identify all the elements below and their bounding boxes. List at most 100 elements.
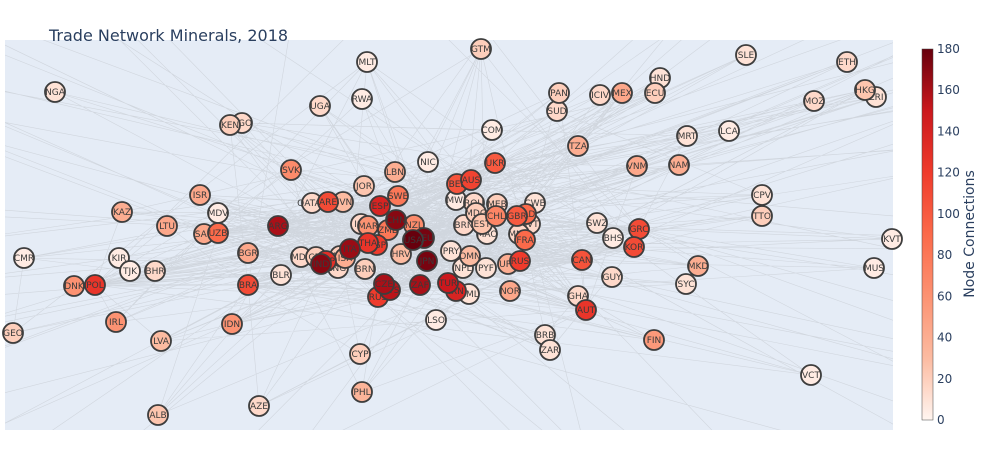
- node-marker[interactable]: [539, 339, 561, 361]
- node-kvt[interactable]: KVT: [881, 228, 903, 250]
- node-cze[interactable]: CZE: [373, 273, 395, 295]
- node-mdv[interactable]: MDV: [207, 202, 230, 224]
- node-gbr[interactable]: GBR: [506, 205, 528, 227]
- node-marker[interactable]: [402, 229, 424, 251]
- node-blr[interactable]: BLR: [270, 264, 292, 286]
- node-zar[interactable]: ZAR: [539, 339, 561, 361]
- node-marker[interactable]: [237, 274, 259, 296]
- node-tto[interactable]: TTO: [751, 205, 773, 227]
- node-marker[interactable]: [369, 195, 391, 217]
- node-mus[interactable]: MUS: [863, 257, 885, 279]
- node-marker[interactable]: [668, 154, 690, 176]
- node-cpv[interactable]: CPV: [751, 184, 773, 206]
- node-jpn[interactable]: JPN: [416, 250, 438, 272]
- node-uga[interactable]: UGA: [309, 95, 331, 117]
- node-gtm[interactable]: GTM: [470, 38, 492, 60]
- node-nga[interactable]: NGA: [44, 81, 66, 103]
- node-marker[interactable]: [416, 250, 438, 272]
- node-marker[interactable]: [601, 266, 623, 288]
- node-dnk[interactable]: DNK: [63, 275, 85, 297]
- node-marker[interactable]: [586, 212, 608, 234]
- node-marker[interactable]: [147, 404, 169, 426]
- node-ltu[interactable]: LTU: [156, 215, 178, 237]
- node-bhs[interactable]: BHS: [602, 227, 624, 249]
- node-marker[interactable]: [385, 209, 407, 231]
- node-marker[interactable]: [514, 229, 536, 251]
- node-marker[interactable]: [718, 120, 740, 142]
- node-marker[interactable]: [409, 274, 431, 296]
- node-marker[interactable]: [390, 243, 412, 265]
- node-vct[interactable]: VCT: [800, 364, 822, 386]
- node-chl[interactable]: CHL: [485, 205, 507, 227]
- node-lso[interactable]: LSO: [425, 309, 447, 331]
- node-swe[interactable]: SWE: [387, 185, 409, 207]
- node-marker[interactable]: [280, 159, 302, 181]
- node-chn[interactable]: CHN: [385, 209, 407, 231]
- node-marker[interactable]: [499, 280, 521, 302]
- node-bra[interactable]: BRA: [237, 274, 259, 296]
- node-rwa[interactable]: RWA: [351, 88, 373, 110]
- node-marker[interactable]: [384, 161, 406, 183]
- node-cyp[interactable]: CYP: [349, 343, 371, 365]
- node-marker[interactable]: [675, 273, 697, 295]
- node-tjk[interactable]: TJK: [119, 260, 141, 282]
- node-marker[interactable]: [144, 260, 166, 282]
- node-marker[interactable]: [881, 228, 903, 250]
- node-zaf[interactable]: ZAF: [409, 274, 431, 296]
- node-marker[interactable]: [339, 238, 361, 260]
- node-marker[interactable]: [44, 81, 66, 103]
- node-marker[interactable]: [626, 155, 648, 177]
- node-marker[interactable]: [237, 242, 259, 264]
- node-marker[interactable]: [13, 247, 35, 269]
- node-marker[interactable]: [270, 264, 292, 286]
- node-kaz[interactable]: KAZ: [111, 201, 133, 223]
- node-marker[interactable]: [751, 205, 773, 227]
- node-marker[interactable]: [800, 364, 822, 386]
- node-marker[interactable]: [156, 215, 178, 237]
- node-arg[interactable]: ARG: [267, 215, 289, 237]
- node-idn[interactable]: IDN: [221, 313, 243, 335]
- node-cmr[interactable]: CMR: [13, 247, 35, 269]
- node-marker[interactable]: [189, 184, 211, 206]
- node-uzb[interactable]: UZB: [207, 222, 229, 244]
- node-bhr[interactable]: BHR: [144, 260, 166, 282]
- node-usa[interactable]: USA: [402, 229, 424, 251]
- node-marker[interactable]: [470, 38, 492, 60]
- node-mlt[interactable]: MLT: [356, 51, 378, 73]
- node-pyf[interactable]: PYF: [475, 257, 497, 279]
- node-marker[interactable]: [207, 222, 229, 244]
- node-ind[interactable]: IND: [310, 253, 332, 275]
- node-tza[interactable]: TZA: [567, 135, 589, 157]
- node-marker[interactable]: [84, 274, 106, 296]
- node-marker[interactable]: [481, 119, 503, 141]
- node-marker[interactable]: [425, 309, 447, 331]
- node-eth[interactable]: ETH: [836, 51, 858, 73]
- node-marker[interactable]: [485, 205, 507, 227]
- node-marker[interactable]: [119, 260, 141, 282]
- node-marker[interactable]: [460, 169, 482, 191]
- node-brn[interactable]: BRN: [354, 258, 376, 280]
- node-marker[interactable]: [417, 151, 439, 173]
- node-ecu[interactable]: ECU: [644, 82, 666, 104]
- node-bgr[interactable]: BGR: [237, 242, 259, 264]
- node-com[interactable]: COM: [481, 119, 503, 141]
- node-marker[interactable]: [836, 51, 858, 73]
- node-sud[interactable]: SUD: [546, 100, 568, 122]
- node-pan[interactable]: PAN: [548, 82, 570, 104]
- node-marker[interactable]: [317, 191, 339, 213]
- node-jor[interactable]: JOR: [353, 175, 375, 197]
- node-moz[interactable]: MOZ: [803, 90, 825, 112]
- node-alb[interactable]: ALB: [147, 404, 169, 426]
- node-marker[interactable]: [644, 82, 666, 104]
- node-irl[interactable]: IRL: [105, 311, 127, 333]
- node-marker[interactable]: [2, 322, 24, 344]
- node-geo[interactable]: GEO: [2, 322, 24, 344]
- node-marker[interactable]: [611, 82, 633, 104]
- node-marker[interactable]: [687, 255, 709, 277]
- node-lca[interactable]: LCA: [718, 120, 740, 142]
- node-marker[interactable]: [571, 249, 593, 271]
- node-marker[interactable]: [643, 329, 665, 351]
- node-syc[interactable]: SYC: [675, 273, 697, 295]
- node-swz[interactable]: SWZ: [586, 212, 608, 234]
- node-sle[interactable]: SLE: [735, 44, 757, 66]
